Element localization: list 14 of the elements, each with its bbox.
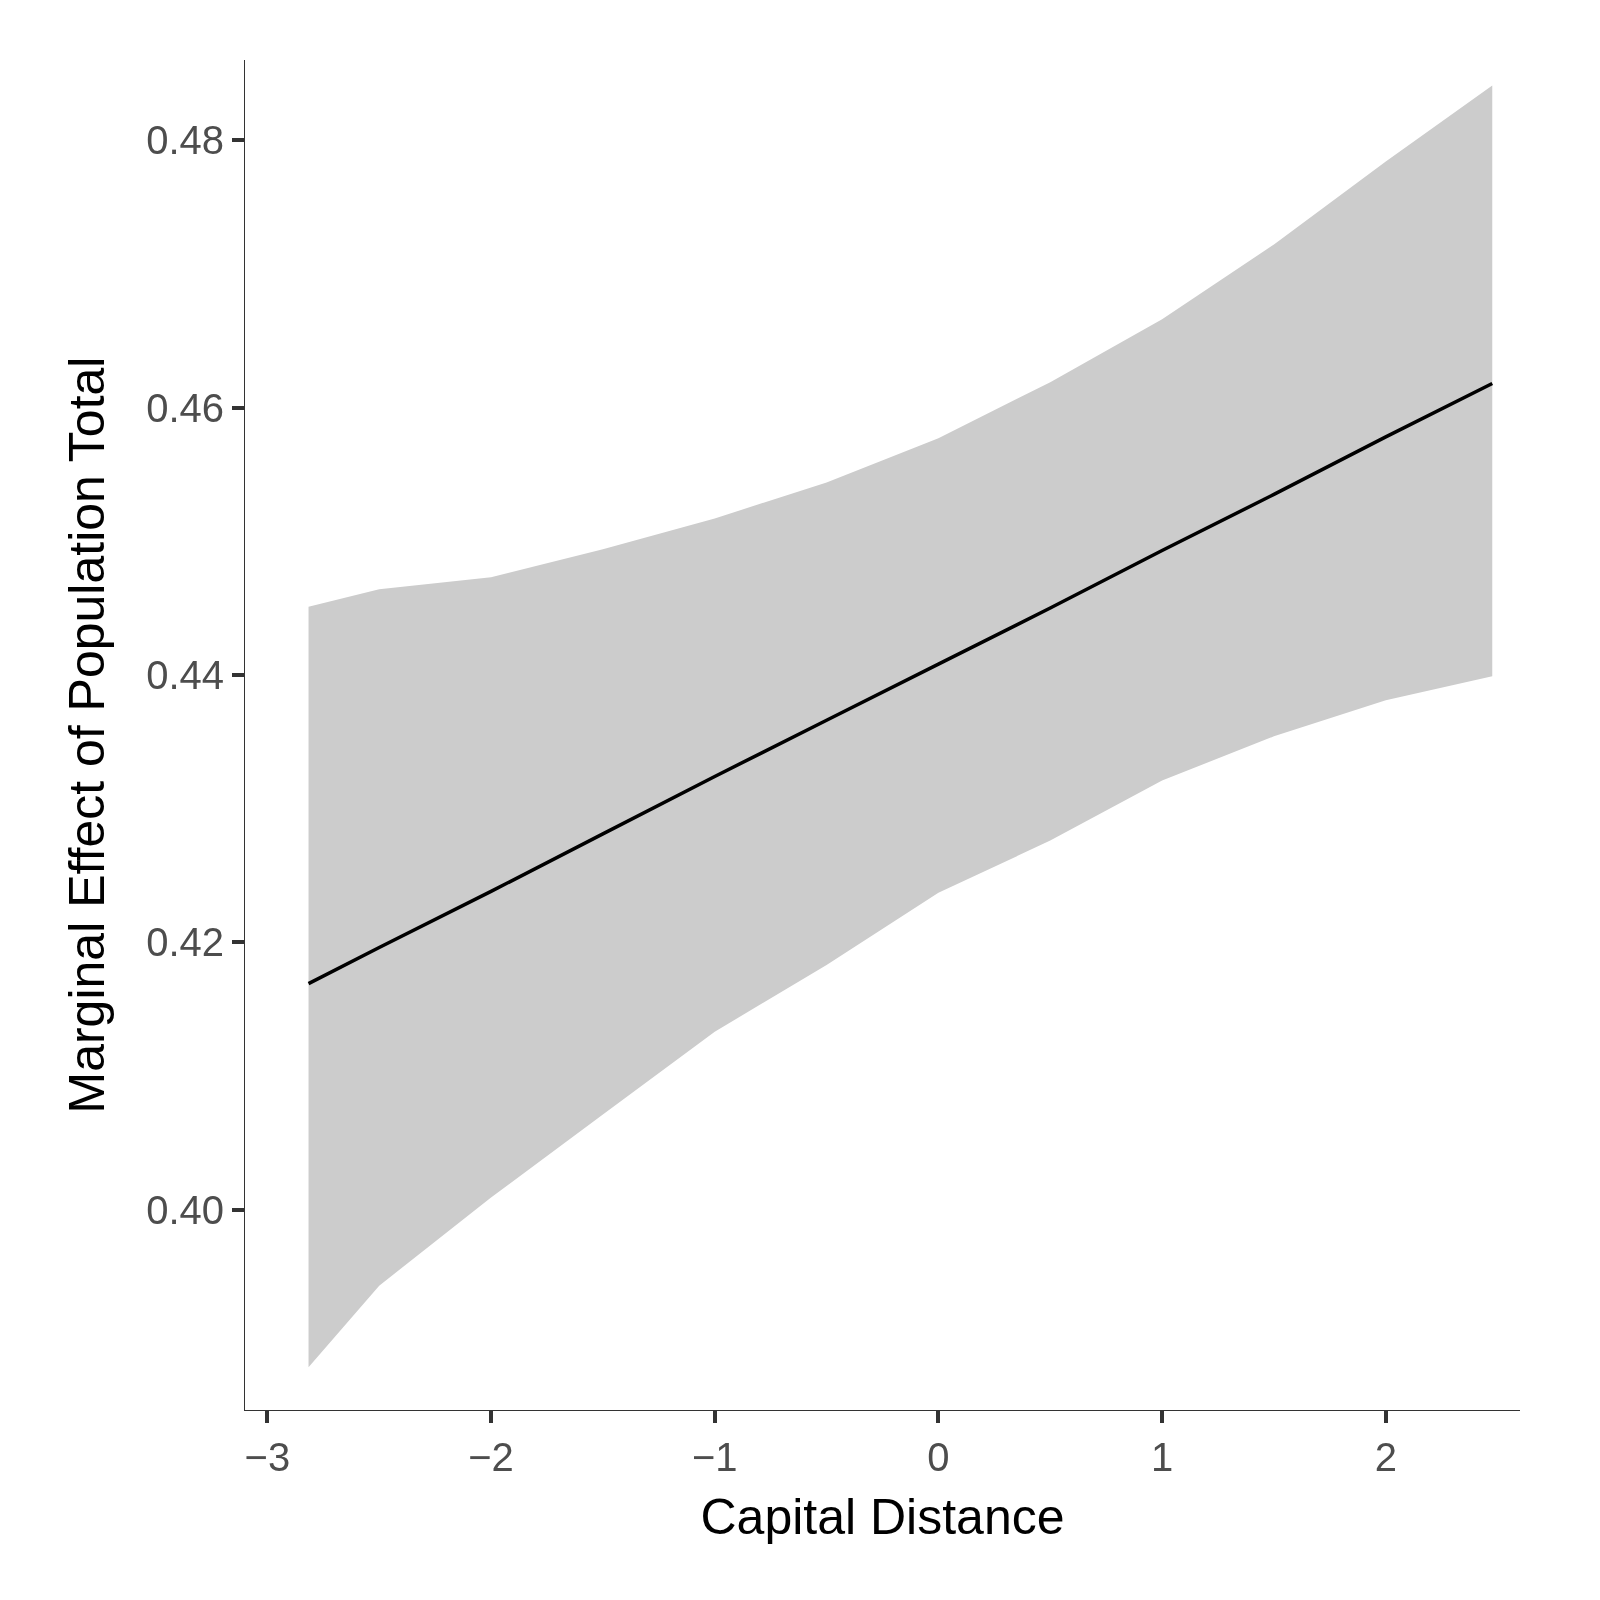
y-tick-label: 0.44: [146, 652, 224, 697]
x-tick-label: −1: [691, 1435, 738, 1479]
y-tick-label: 0.40: [146, 1187, 224, 1232]
x-tick-label: 0: [927, 1435, 950, 1479]
y-tick-label: 0.46: [146, 385, 224, 430]
y-axis-title: Marginal Effect of Population Total: [59, 356, 116, 1114]
x-tick-label: 1: [1150, 1435, 1174, 1479]
x-tick-label: −2: [468, 1435, 514, 1479]
y-tick-label: 0.42: [146, 920, 224, 965]
x-tick-label: 2: [1374, 1435, 1397, 1479]
line-series: [306, 381, 1495, 986]
x-tick-label: −3: [244, 1435, 291, 1479]
y-tick-label: 0.48: [146, 118, 224, 163]
x-axis-title: Capital Distance: [700, 1488, 1065, 1545]
